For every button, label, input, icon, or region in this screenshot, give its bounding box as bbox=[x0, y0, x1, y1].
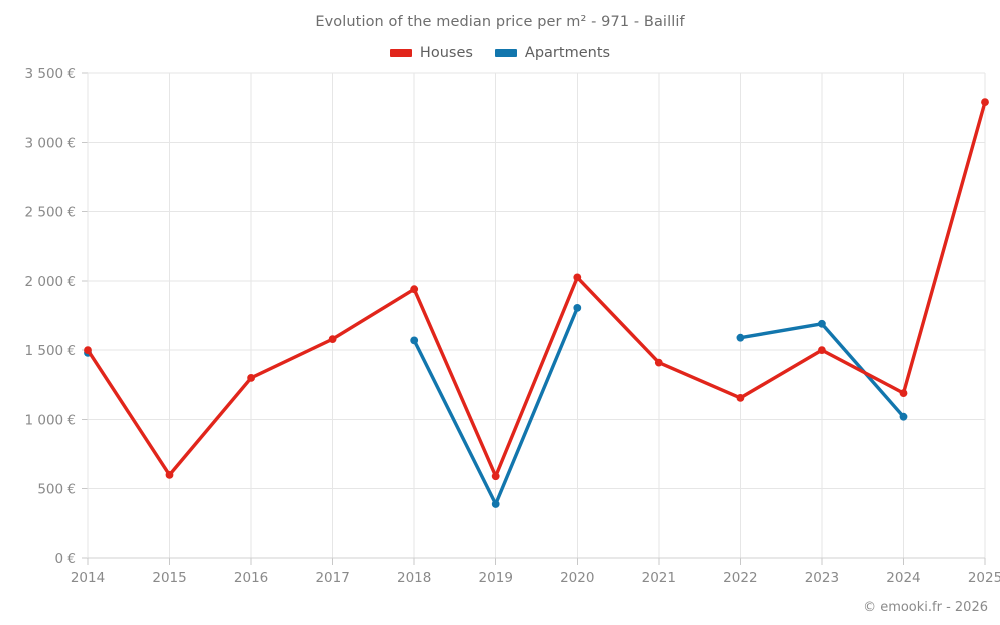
x-tick-label: 2015 bbox=[152, 570, 186, 586]
x-tick-label: 2016 bbox=[234, 570, 268, 586]
x-tick-label: 2022 bbox=[723, 570, 757, 586]
y-tick-label: 3 500 € bbox=[24, 66, 76, 82]
legend-item-apartments[interactable]: Apartments bbox=[494, 45, 611, 61]
data-point-houses-2015[interactable] bbox=[165, 471, 174, 479]
x-tick-label: 2017 bbox=[315, 570, 349, 586]
data-point-houses-2019[interactable] bbox=[491, 472, 500, 481]
y-tick-label: 0 € bbox=[55, 551, 76, 567]
y-tick-label: 2 000 € bbox=[24, 274, 76, 290]
x-tick-label: 2024 bbox=[886, 570, 920, 586]
legend-swatch-houses bbox=[389, 49, 412, 57]
data-point-houses-2024[interactable] bbox=[899, 389, 908, 397]
data-point-houses-2014[interactable] bbox=[84, 346, 92, 354]
x-tick-label: 2020 bbox=[560, 570, 594, 586]
legend-item-houses[interactable]: Houses bbox=[389, 45, 473, 61]
data-point-houses-2016[interactable] bbox=[247, 374, 256, 382]
data-point-houses-2020[interactable] bbox=[573, 273, 582, 282]
data-point-houses-2017[interactable] bbox=[328, 335, 337, 343]
data-point-houses-2022[interactable] bbox=[736, 394, 745, 402]
data-point-apartments-2023[interactable] bbox=[818, 319, 826, 328]
data-point-houses-2021[interactable] bbox=[654, 358, 663, 367]
x-tick-label: 2018 bbox=[397, 570, 431, 586]
legend-swatch-apartments bbox=[494, 49, 517, 57]
chart-legend: Houses Apartments bbox=[0, 45, 1000, 61]
y-tick-label: 2 500 € bbox=[24, 205, 76, 221]
data-point-apartments-2022[interactable] bbox=[736, 333, 745, 342]
data-point-apartments-2024[interactable] bbox=[899, 412, 908, 421]
y-tick-label: 3 000 € bbox=[24, 135, 76, 151]
x-tick-label: 2023 bbox=[805, 570, 839, 586]
data-point-houses-2025[interactable] bbox=[981, 98, 989, 106]
data-point-houses-2023[interactable] bbox=[818, 346, 826, 354]
data-point-apartments-2019[interactable] bbox=[491, 500, 500, 508]
credit-label: © emooki.fr - 2026 bbox=[863, 600, 988, 615]
y-tick-label: 1 500 € bbox=[24, 343, 76, 359]
legend-label-apartments: Apartments bbox=[524, 45, 611, 61]
y-tick-label: 1 000 € bbox=[24, 412, 76, 428]
chart-title: Evolution of the median price per m² - 9… bbox=[315, 14, 685, 30]
x-tick-label: 2021 bbox=[642, 570, 676, 586]
data-point-apartments-2018[interactable] bbox=[410, 336, 419, 345]
series-line-houses bbox=[86, 100, 987, 478]
legend-label-houses: Houses bbox=[419, 45, 473, 61]
x-tick-label: 2025 bbox=[968, 570, 1000, 586]
y-tick-label: 500 € bbox=[37, 482, 76, 498]
x-tick-label: 2014 bbox=[71, 570, 105, 586]
data-point-apartments-2020[interactable] bbox=[573, 304, 582, 312]
data-point-houses-2018[interactable] bbox=[410, 285, 419, 294]
x-tick-label: 2019 bbox=[479, 570, 513, 586]
